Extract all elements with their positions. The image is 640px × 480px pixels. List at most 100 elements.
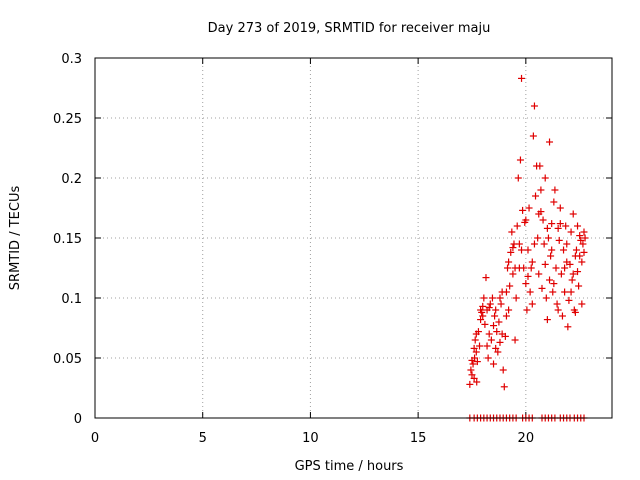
data-point bbox=[529, 132, 537, 140]
data-point bbox=[496, 294, 504, 302]
data-point bbox=[534, 234, 542, 242]
data-point bbox=[554, 306, 562, 314]
data-point bbox=[558, 312, 566, 320]
data-point bbox=[560, 246, 568, 254]
data-point bbox=[502, 312, 510, 320]
y-tick-label: 0 bbox=[74, 412, 82, 427]
data-point bbox=[519, 206, 527, 214]
data-point bbox=[549, 288, 557, 296]
data-points bbox=[466, 74, 589, 422]
data-point bbox=[561, 264, 569, 272]
data-point bbox=[523, 306, 531, 314]
data-point bbox=[554, 224, 562, 232]
data-point bbox=[530, 240, 538, 248]
y-tick-label: 0.05 bbox=[53, 352, 82, 367]
data-point bbox=[497, 300, 505, 308]
data-point bbox=[524, 246, 532, 254]
data-point bbox=[576, 252, 584, 260]
data-point bbox=[472, 330, 480, 338]
data-point bbox=[544, 234, 552, 242]
data-point bbox=[512, 294, 520, 302]
data-point bbox=[535, 210, 543, 218]
data-point bbox=[508, 228, 516, 236]
y-tick-label: 0.2 bbox=[61, 172, 82, 187]
data-point bbox=[527, 264, 535, 272]
data-point bbox=[543, 224, 551, 232]
data-point bbox=[506, 282, 514, 290]
data-point bbox=[564, 323, 572, 331]
data-point bbox=[539, 216, 547, 224]
data-point bbox=[479, 302, 487, 310]
data-point bbox=[492, 306, 500, 314]
data-point bbox=[501, 332, 509, 340]
data-point bbox=[518, 246, 526, 254]
data-point bbox=[551, 186, 559, 194]
data-point bbox=[481, 320, 489, 328]
data-point bbox=[569, 210, 577, 218]
data-point bbox=[516, 156, 524, 164]
data-point bbox=[543, 316, 551, 324]
data-point bbox=[525, 204, 533, 212]
data-point bbox=[537, 186, 545, 194]
data-point bbox=[556, 220, 564, 228]
data-point bbox=[490, 360, 498, 368]
data-point bbox=[567, 228, 575, 236]
data-point bbox=[485, 330, 493, 338]
tick-labels: 0 5 10 15 20 0 0.05 0.1 0.15 0.2 0.25 0.3 bbox=[53, 52, 534, 446]
data-point bbox=[491, 312, 499, 320]
data-point bbox=[571, 308, 579, 316]
data-point bbox=[576, 232, 584, 240]
data-point bbox=[522, 280, 530, 288]
data-point bbox=[555, 236, 563, 244]
data-point bbox=[536, 162, 544, 170]
data-point bbox=[485, 304, 493, 312]
data-point bbox=[509, 244, 517, 252]
data-point bbox=[505, 258, 513, 266]
data-point bbox=[518, 74, 526, 82]
data-point bbox=[550, 280, 558, 288]
data-point bbox=[541, 174, 549, 182]
data-point bbox=[504, 264, 512, 272]
data-point bbox=[577, 236, 585, 244]
data-point bbox=[468, 371, 476, 379]
data-point bbox=[522, 216, 530, 224]
data-point bbox=[567, 288, 575, 296]
data-point bbox=[468, 356, 476, 364]
data-point bbox=[579, 240, 587, 248]
data-point bbox=[578, 258, 586, 266]
data-point bbox=[479, 312, 487, 320]
data-point bbox=[561, 288, 569, 296]
data-point bbox=[511, 336, 519, 344]
data-point bbox=[548, 246, 556, 254]
data-point bbox=[490, 322, 498, 330]
data-point bbox=[482, 274, 490, 282]
data-point bbox=[492, 344, 500, 352]
data-point bbox=[528, 300, 536, 308]
data-point bbox=[484, 354, 492, 362]
data-point bbox=[500, 383, 508, 391]
data-point bbox=[483, 342, 491, 350]
data-point bbox=[572, 246, 580, 254]
data-point bbox=[548, 220, 556, 228]
x-tick-label: 15 bbox=[410, 431, 427, 446]
data-point bbox=[532, 192, 540, 200]
data-point bbox=[535, 270, 543, 278]
y-tick-label: 0.15 bbox=[53, 232, 82, 247]
data-point bbox=[553, 300, 561, 308]
data-point bbox=[499, 366, 507, 374]
data-point bbox=[467, 366, 475, 374]
data-point bbox=[469, 360, 477, 368]
data-point bbox=[473, 358, 481, 366]
data-point bbox=[556, 204, 564, 212]
data-point bbox=[515, 264, 523, 272]
data-point bbox=[470, 344, 478, 352]
data-point bbox=[495, 318, 503, 326]
plot-frame bbox=[94, 57, 613, 419]
y-tick-label: 0.25 bbox=[53, 112, 82, 127]
data-point bbox=[507, 248, 515, 256]
data-point bbox=[581, 234, 589, 242]
data-point bbox=[470, 374, 478, 382]
data-point bbox=[476, 342, 484, 350]
data-point bbox=[568, 276, 576, 284]
